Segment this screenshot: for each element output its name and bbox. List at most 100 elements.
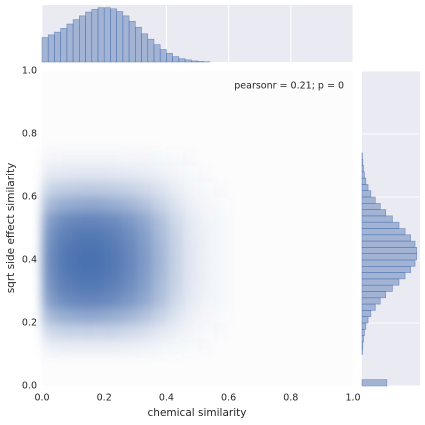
density-cell	[57, 307, 74, 324]
x-tick-label: 0.6	[221, 393, 236, 404]
density-cell	[197, 307, 214, 324]
density-cell	[151, 150, 167, 166]
histogram-bar	[147, 38, 155, 63]
x-tick-label: 1.0	[345, 393, 360, 404]
histogram-bar	[41, 37, 49, 63]
density-cell	[182, 150, 198, 166]
histogram-bar	[47, 34, 55, 63]
density-cell	[42, 338, 59, 355]
density-cell	[197, 244, 214, 261]
density-cell	[181, 212, 198, 229]
density-cell	[119, 260, 136, 277]
top-marginal-background	[42, 5, 353, 62]
density-cell	[119, 165, 136, 182]
density-cell	[166, 150, 182, 166]
density-cell	[42, 149, 59, 166]
density-cell	[104, 260, 121, 277]
density-cell	[150, 291, 167, 308]
density-cell	[88, 181, 105, 198]
density-cell	[104, 212, 121, 229]
density-cell	[198, 339, 214, 355]
density-cell	[88, 323, 105, 340]
density-cell	[182, 166, 198, 182]
density-cell	[213, 292, 229, 308]
density-cell	[166, 212, 183, 229]
density-cell	[150, 197, 167, 214]
histogram-bar	[361, 247, 417, 254]
histogram-bar	[97, 7, 105, 63]
density-cell	[57, 197, 74, 214]
density-cell	[150, 181, 167, 198]
density-cell	[213, 166, 229, 182]
x-tick-label: 0.0	[34, 393, 49, 404]
density-cell	[42, 275, 59, 292]
y-tick-label: 0.0	[22, 381, 37, 392]
x-tick-label: 0.4	[159, 393, 174, 404]
density-cell	[57, 181, 74, 198]
density-cell	[166, 323, 183, 340]
density-cell	[104, 275, 121, 292]
density-cell	[73, 149, 90, 166]
density-cell	[198, 150, 214, 166]
histogram-bar	[361, 322, 367, 330]
histogram-bar	[361, 253, 417, 261]
density-cell	[73, 212, 90, 229]
density-cell	[213, 307, 229, 323]
density-cell	[213, 213, 229, 229]
y-tick-label: 1.0	[22, 66, 37, 77]
density-cell	[166, 244, 183, 261]
density-cell	[119, 228, 136, 245]
density-cell	[88, 275, 105, 292]
histogram-bar	[361, 215, 393, 223]
density-cell	[119, 307, 136, 324]
density-cell	[57, 228, 74, 245]
density-cell	[119, 181, 136, 198]
density-cell	[57, 291, 74, 308]
density-cell	[135, 323, 152, 340]
density-cell	[73, 165, 90, 182]
density-cell	[197, 212, 214, 229]
density-cell	[198, 181, 214, 197]
density-cell	[181, 291, 198, 308]
density-cell	[104, 307, 121, 324]
density-cell	[88, 197, 105, 214]
histogram-bar	[361, 165, 364, 173]
density-cell	[135, 149, 152, 166]
histogram-bar	[153, 44, 161, 63]
histogram-bar	[361, 209, 387, 217]
histogram-bar	[361, 177, 367, 185]
y-axis-label: sqrt side effect similarity	[5, 163, 17, 294]
density-cell	[198, 323, 214, 339]
density-cell	[73, 181, 90, 198]
histogram-bar	[110, 8, 117, 63]
density-cell	[88, 260, 105, 277]
density-cell	[150, 323, 167, 340]
density-cell	[197, 291, 214, 308]
histogram-bar	[122, 15, 130, 63]
histogram-bar	[197, 61, 205, 63]
density-cell	[213, 244, 229, 260]
density-cell	[42, 323, 59, 340]
density-cell	[119, 212, 136, 229]
density-cell	[181, 244, 198, 261]
density-cell	[73, 275, 90, 292]
density-cell	[150, 307, 167, 324]
density-cell	[57, 212, 74, 229]
density-cell	[135, 338, 152, 355]
histogram-bar	[159, 49, 167, 63]
density-cell	[42, 212, 59, 229]
density-cell	[166, 307, 183, 324]
density-cell	[135, 165, 152, 182]
density-cell	[150, 228, 167, 245]
histogram-bar	[190, 60, 198, 63]
density-cell	[57, 260, 74, 277]
histogram-bar	[361, 291, 387, 299]
histogram-bar	[361, 335, 364, 343]
density-cell	[213, 197, 229, 213]
density-cell	[197, 260, 214, 277]
density-cell	[119, 323, 136, 340]
histogram-bar	[66, 23, 74, 63]
density-cell	[104, 323, 121, 340]
histogram-bar	[72, 19, 80, 63]
density-cell	[104, 291, 121, 308]
